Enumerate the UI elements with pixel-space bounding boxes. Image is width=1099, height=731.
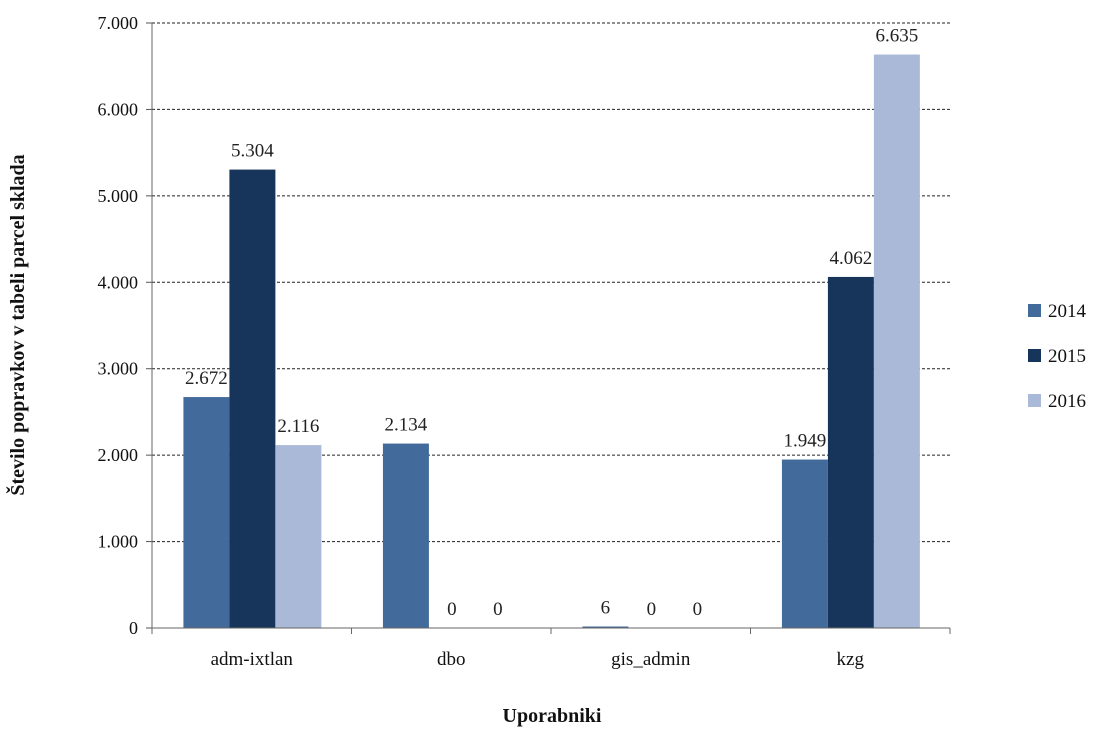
y-axis-ticks: 0 1.000 2.000 3.000 4.000 5.000 6.000 7.000 (98, 13, 152, 638)
bar-2016-kzg (873, 54, 920, 628)
data-label: 6.635 (876, 26, 919, 47)
data-label: 2.116 (277, 416, 319, 437)
y-tick-label: 5.000 (98, 186, 139, 206)
y-tick-label: 4.000 (98, 272, 139, 292)
bar-2015-kzg (827, 276, 874, 628)
data-label: 0 (693, 599, 703, 620)
data-labels: 2.672 2.134 6 1.949 5.304 0 0 4.062 2.116 0 0 6.635 (185, 26, 918, 620)
y-tick-label: 3.000 (98, 359, 139, 379)
y-tick-label: 7.000 (98, 13, 139, 33)
bar-2016-adm-ixtlan (275, 445, 322, 628)
x-tick-label: dbo (437, 649, 466, 670)
data-label: 6 (601, 598, 611, 619)
bar-2014-dbo (382, 443, 429, 628)
legend-label: 2015 (1048, 346, 1086, 367)
x-axis-title: Uporabniki (503, 705, 602, 727)
legend-swatch-2014 (1028, 304, 1041, 317)
y-tick-label: 6.000 (98, 99, 139, 119)
legend-swatch-2016 (1028, 394, 1041, 407)
data-label: 0 (647, 599, 657, 620)
legend-label: 2016 (1048, 391, 1086, 412)
legend-label: 2014 (1048, 301, 1087, 322)
y-tick-label: 0 (129, 618, 138, 638)
y-tick-label: 1.000 (98, 532, 139, 552)
legend-swatch-2015 (1028, 349, 1041, 362)
y-axis-title: Število popravkov v tabeli parcel sklada (5, 154, 29, 495)
y-tick-label: 2.000 (98, 445, 139, 465)
x-tick-label: kzg (837, 649, 865, 670)
data-label: 0 (493, 599, 503, 620)
data-label: 2.672 (185, 368, 228, 389)
x-tick-label: gis_admin (611, 649, 691, 670)
data-label: 1.949 (784, 431, 827, 452)
data-label: 0 (447, 599, 457, 620)
bar-2015-adm-ixtlan (229, 169, 276, 628)
x-axis: adm-ixtlan dbo gis_admin kzg (151, 23, 951, 670)
bar-2014-adm-ixtlan (183, 397, 230, 628)
x-tick-label: adm-ixtlan (211, 649, 294, 670)
data-label: 2.134 (385, 415, 428, 436)
legend: 2014 2015 2016 (1028, 301, 1087, 412)
data-label: 4.062 (830, 248, 873, 269)
bar-2014-kzg (781, 459, 828, 628)
bars (183, 54, 920, 628)
data-label: 5.304 (231, 141, 274, 162)
bar-2014-gis_admin (582, 626, 629, 628)
